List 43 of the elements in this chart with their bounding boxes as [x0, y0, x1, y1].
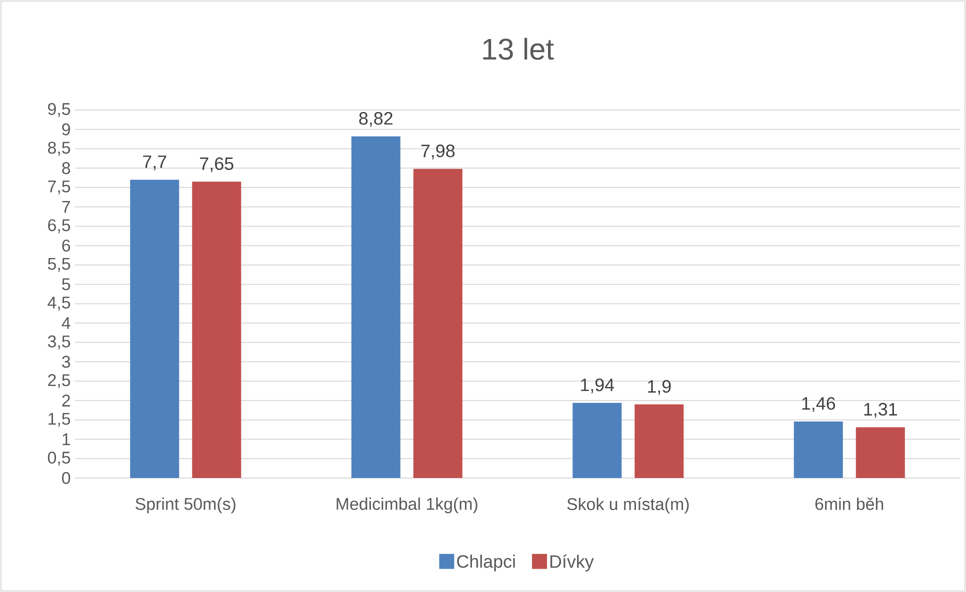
y-tick-label: 7,5: [48, 180, 70, 194]
x-tick-label: Sprint 50m(s): [136, 498, 236, 514]
legend-label: Chlapci: [457, 554, 515, 572]
y-tick-label: 4: [62, 317, 70, 329]
y-tick-label: 5: [62, 278, 70, 290]
data-label: 8,82: [359, 112, 392, 127]
x-tick-label: 6min běh: [815, 498, 884, 510]
data-label: 1,31: [864, 402, 897, 418]
bar: [634, 404, 684, 478]
y-tick-label: 3,5: [48, 335, 70, 350]
bar: [192, 182, 242, 478]
bar: [130, 180, 180, 478]
y-tick-label: 5,5: [48, 258, 70, 272]
chart-title: 13 let: [483, 38, 554, 60]
y-tick-label: 9,5: [48, 103, 70, 118]
bar: [794, 421, 843, 478]
y-tick-label: 4,5: [48, 296, 70, 311]
legend-label: Dívky: [550, 554, 594, 572]
y-tick-label: 7: [62, 201, 70, 213]
data-label: 7,98: [421, 144, 455, 160]
y-tick-label: 2: [62, 394, 70, 406]
y-tick-label: 2,5: [48, 374, 70, 388]
y-tick-label: 3: [62, 356, 70, 368]
y-tick-label: 6,5: [48, 219, 70, 234]
data-label: 7,65: [200, 157, 234, 172]
y-tick-label: 8,5: [48, 142, 70, 156]
y-tick-label: 9: [62, 123, 70, 136]
data-label: 1,46: [802, 397, 836, 412]
data-label: 1,9: [648, 380, 671, 395]
x-tick-label: Skok u místa(m): [567, 498, 689, 514]
y-tick-label: 8: [62, 162, 70, 174]
y-tick-label: 1: [62, 433, 70, 446]
bar: [351, 136, 400, 478]
y-tick-label: 0,5: [48, 452, 70, 466]
data-label: 7,7: [143, 156, 166, 170]
data-label: 1,94: [581, 378, 614, 394]
y-tick-label: 6: [62, 240, 70, 252]
bar: [413, 168, 462, 478]
y-tick-label: 0: [62, 472, 70, 484]
bar: [856, 427, 905, 478]
x-tick-label: Medicimbal 1kg(m): [336, 498, 478, 514]
y-tick-label: 1,5: [48, 412, 70, 427]
bar: [572, 402, 622, 478]
